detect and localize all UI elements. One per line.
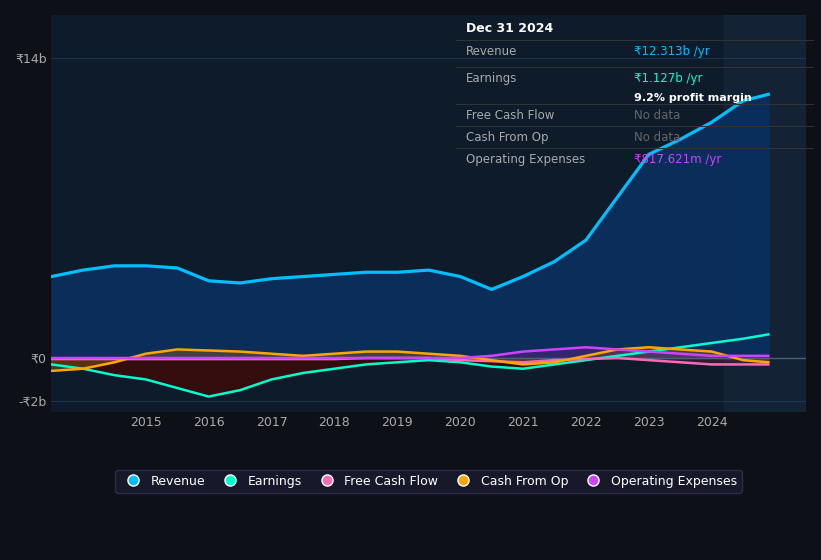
Bar [724, 15, 806, 412]
Text: ₹817.621m /yr: ₹817.621m /yr [635, 153, 722, 166]
Text: ₹12.313b /yr: ₹12.313b /yr [635, 45, 710, 58]
Text: Cash From Op: Cash From Op [466, 131, 549, 144]
Text: Free Cash Flow: Free Cash Flow [466, 109, 555, 122]
Text: No data: No data [635, 109, 681, 122]
Text: 9.2% profit margin: 9.2% profit margin [635, 92, 752, 102]
Text: Revenue: Revenue [466, 45, 518, 58]
Text: Earnings: Earnings [466, 72, 518, 85]
Legend: Revenue, Earnings, Free Cash Flow, Cash From Op, Operating Expenses: Revenue, Earnings, Free Cash Flow, Cash … [116, 470, 742, 493]
Text: No data: No data [635, 131, 681, 144]
Text: Dec 31 2024: Dec 31 2024 [466, 22, 553, 35]
Text: Operating Expenses: Operating Expenses [466, 153, 585, 166]
Text: ₹1.127b /yr: ₹1.127b /yr [635, 72, 703, 85]
